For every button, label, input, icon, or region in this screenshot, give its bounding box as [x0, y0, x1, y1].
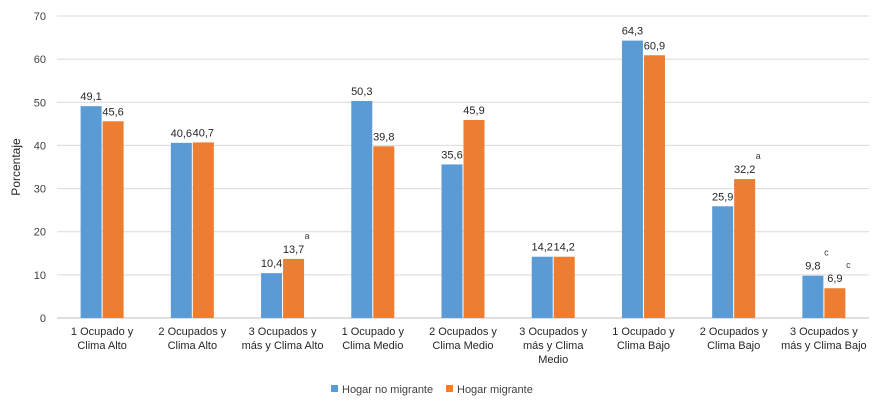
x-category-label: 3 Ocupados y más y Clima Alto	[242, 326, 324, 352]
y-tick-label: 40	[34, 140, 46, 152]
gridlines	[57, 15, 869, 319]
y-tick-label: 70	[34, 11, 46, 23]
x-category-line: 3 Ocupados y	[249, 326, 317, 338]
data-label: 60,9	[644, 40, 665, 52]
y-axis-label: Porcentaje	[9, 138, 23, 196]
data-label: 35,6	[441, 149, 462, 161]
bar	[283, 258, 305, 318]
legend-swatch	[446, 385, 453, 392]
bar	[441, 164, 463, 318]
x-category-line: Clima Medio	[342, 340, 403, 352]
data-label: 39,8	[373, 131, 394, 143]
data-label: 45,6	[102, 106, 123, 118]
data-label: 32,2	[734, 164, 755, 176]
significance-note: a	[305, 231, 310, 241]
x-category-label: 2 Ocupados y Clima Bajo	[700, 326, 768, 352]
bar	[102, 121, 124, 318]
bar	[553, 256, 575, 318]
legend-label: Hogar migrante	[457, 384, 533, 396]
y-tick-label: 60	[34, 54, 46, 66]
x-category-line: Medio	[538, 354, 568, 366]
x-category-line: 3 Ocupados y	[519, 326, 587, 338]
data-label: 49,1	[80, 91, 101, 103]
data-label: 40,7	[193, 127, 214, 139]
significance-note: c	[846, 260, 851, 270]
bars: 49,1 40,6 10,4 50,3 35,6 14,2 64,3 25,9 a 9,8 c 45,…	[80, 26, 851, 319]
legend-swatch	[331, 385, 338, 392]
x-category-line: más y Clima Bajo	[781, 340, 867, 352]
bar	[734, 179, 756, 318]
x-category-line: Clima Alto	[77, 340, 127, 352]
y-tick-label: 50	[34, 97, 46, 109]
bar	[824, 288, 846, 318]
x-category-line: 2 Ocupados y	[158, 326, 226, 338]
data-label: 40,6	[171, 128, 192, 140]
bar	[463, 119, 485, 318]
x-category-line: más y Clima Alto	[242, 340, 324, 352]
data-label: 50,3	[351, 86, 372, 98]
bar	[170, 142, 192, 318]
bar	[712, 206, 734, 318]
data-label: 14,2	[532, 242, 553, 254]
x-category-label: 3 Ocupados y más y Clima Bajo	[781, 326, 867, 352]
data-label: 13,7	[283, 244, 304, 256]
x-category-label: 2 Ocupados y Clima Alto	[158, 326, 226, 352]
data-label: 45,9	[463, 105, 484, 117]
bar	[192, 142, 214, 318]
bar	[351, 100, 373, 319]
data-label: 9,8	[805, 261, 820, 273]
x-category-line: Clima Alto	[168, 340, 218, 352]
bar	[621, 40, 643, 318]
data-label: 64,3	[622, 26, 643, 38]
bar	[531, 256, 553, 318]
legend-label: Hogar no migrante	[342, 384, 433, 396]
x-category-line: 1 Ocupado y	[71, 326, 134, 338]
data-label: 14,2	[554, 242, 575, 254]
x-axis: 1 Ocupado y Clima Alto 2 Ocupados y Clima A…	[71, 326, 867, 366]
x-category-label: 2 Ocupados y Clima Medio	[429, 326, 497, 352]
x-category-line: 1 Ocupado y	[342, 326, 405, 338]
bar	[643, 55, 665, 318]
y-tick-label: 0	[40, 313, 46, 325]
bar	[373, 146, 395, 318]
data-label: 6,9	[827, 273, 842, 285]
x-category-line: más y Clima	[523, 340, 584, 352]
significance-note: c	[824, 248, 829, 258]
x-category-label: 1 Ocupado y Clima Alto	[71, 326, 134, 352]
y-tick-label: 20	[34, 227, 46, 239]
x-category-line: Clima Medio	[432, 340, 493, 352]
y-axis-ticks: 0 10 20 30 40 50 60 70	[34, 11, 46, 325]
x-category-line: Clima Bajo	[617, 340, 670, 352]
bar	[802, 275, 824, 318]
x-category-line: 2 Ocupados y	[429, 326, 497, 338]
x-category-line: 3 Ocupados y	[790, 326, 858, 338]
bar	[80, 106, 102, 318]
x-category-label: 1 Ocupado y Clima Bajo	[612, 326, 675, 352]
bar	[261, 273, 283, 318]
x-category-line: Clima Bajo	[707, 340, 760, 352]
legend: Hogar no migrante Hogar migrante	[331, 384, 533, 396]
x-category-line: 2 Ocupados y	[700, 326, 768, 338]
data-label: 25,9	[712, 191, 733, 203]
x-category-label: 1 Ocupado y Clima Medio	[342, 326, 405, 352]
data-label: 10,4	[261, 258, 282, 270]
x-category-line: 1 Ocupado y	[612, 326, 675, 338]
x-category-label: 3 Ocupados y más y Clima Medio	[519, 326, 587, 366]
y-tick-label: 10	[34, 270, 46, 282]
significance-note: a	[756, 151, 761, 161]
y-tick-label: 30	[34, 184, 46, 196]
